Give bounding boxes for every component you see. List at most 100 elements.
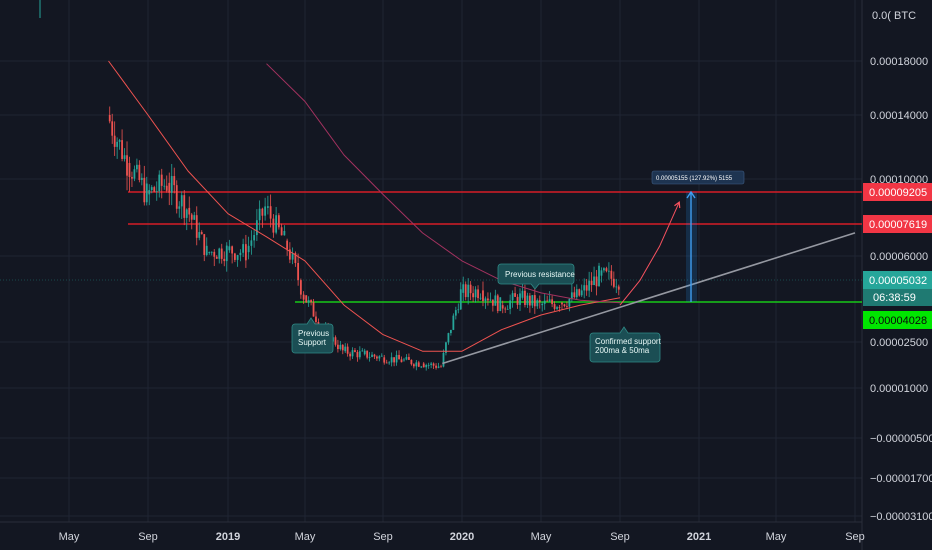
candle-body bbox=[373, 354, 376, 357]
candle-body bbox=[203, 234, 206, 255]
candle-body bbox=[198, 232, 201, 238]
candle-body bbox=[266, 206, 269, 208]
candle-body bbox=[349, 353, 351, 357]
candle-body bbox=[163, 185, 166, 187]
time-tick-label: May bbox=[59, 531, 80, 543]
candle-body bbox=[553, 304, 556, 309]
candle-body bbox=[593, 276, 595, 286]
candle-body bbox=[341, 344, 344, 351]
price-tick-label: 0.00002500 bbox=[870, 337, 928, 349]
price-tick-label: 0.00014000 bbox=[870, 110, 928, 122]
candle-body bbox=[528, 295, 531, 306]
candle-body bbox=[233, 253, 236, 260]
time-axis-pane[interactable] bbox=[0, 522, 862, 550]
candle-body bbox=[415, 362, 418, 367]
time-axis-ticks: May Sep 2019 May Sep 2020 May Sep 2021 May Sep bbox=[59, 531, 865, 543]
candle-body bbox=[126, 155, 128, 176]
candle-body bbox=[286, 240, 289, 250]
candle-body bbox=[210, 251, 213, 253]
candle-body bbox=[432, 363, 435, 366]
candle-body bbox=[356, 351, 359, 358]
candle-body bbox=[598, 265, 600, 287]
candle-body bbox=[128, 163, 131, 178]
price-label-second-resistance-text: 0.00007619 bbox=[869, 219, 927, 231]
candle-body bbox=[546, 300, 549, 302]
annotation-confirmed-support-text: Confirmed support 200ma & 50ma bbox=[595, 337, 663, 355]
price-label-top-resistance[interactable]: 0.00009205 bbox=[863, 183, 932, 201]
projection-curve[interactable] bbox=[619, 201, 680, 306]
candle-body bbox=[595, 276, 598, 287]
candle-body bbox=[479, 297, 482, 299]
candle-body bbox=[573, 292, 576, 298]
annotation-previous-support-text: Previous Support bbox=[298, 329, 331, 347]
time-tick-label: Sep bbox=[373, 531, 393, 543]
candle-body bbox=[575, 289, 578, 298]
candle-body bbox=[361, 350, 364, 352]
candle-body bbox=[380, 355, 383, 357]
annotation-previous-support[interactable]: Previous Support bbox=[291, 317, 334, 354]
measure-label-box bbox=[651, 170, 745, 185]
candle-body bbox=[588, 280, 591, 291]
candle-body bbox=[168, 182, 171, 193]
candle-body bbox=[302, 294, 305, 300]
candle-body bbox=[607, 270, 610, 272]
candle-body bbox=[570, 292, 573, 299]
candle-body bbox=[344, 346, 347, 352]
candle-body bbox=[612, 278, 615, 287]
trendline[interactable] bbox=[442, 232, 856, 365]
candle-body bbox=[408, 357, 410, 360]
candle-body bbox=[247, 245, 250, 253]
candle-body bbox=[600, 270, 603, 276]
price-label-second-resistance[interactable]: 0.00007619 bbox=[863, 215, 932, 233]
candle-body bbox=[489, 299, 492, 301]
candle-body bbox=[175, 185, 178, 209]
price-tick-label: 0.00001000 bbox=[870, 383, 928, 395]
candle-body bbox=[121, 140, 123, 159]
candle-body bbox=[558, 307, 561, 309]
candle-body bbox=[291, 253, 294, 260]
time-tick-label: Sep bbox=[610, 531, 630, 543]
price-label-last[interactable]: 0.00005032 06:38:59 bbox=[863, 271, 932, 306]
candle-body bbox=[275, 215, 278, 233]
candle-body bbox=[220, 248, 223, 259]
candle-body bbox=[283, 230, 286, 236]
candle-body bbox=[556, 307, 558, 309]
moving-average-line[interactable] bbox=[108, 60, 621, 352]
candle-body bbox=[310, 300, 312, 303]
candle-body bbox=[430, 363, 433, 365]
price-tick-label: −0.00001700 bbox=[870, 473, 932, 485]
candle-body bbox=[445, 342, 447, 353]
chart-pane[interactable] bbox=[0, 0, 862, 522]
candle-body bbox=[447, 333, 450, 343]
candle-body bbox=[288, 249, 291, 260]
annotation-confirmed-support[interactable]: Confirmed support 200ma & 50ma bbox=[589, 326, 663, 363]
candle-body bbox=[400, 359, 403, 363]
candle-body bbox=[253, 235, 256, 241]
candle-body bbox=[603, 268, 605, 271]
candle-body bbox=[509, 300, 512, 309]
candle-body bbox=[605, 268, 608, 272]
moving-average-line[interactable] bbox=[266, 63, 621, 304]
candle-body bbox=[269, 206, 272, 219]
candle-body bbox=[208, 252, 211, 253]
candle-body bbox=[585, 285, 588, 291]
candle-body bbox=[477, 289, 479, 299]
candle-body bbox=[484, 298, 487, 302]
annotation-previous-resistance-text: Previous resistance bbox=[505, 270, 575, 279]
candle-body bbox=[462, 284, 465, 293]
candle-body bbox=[551, 299, 554, 305]
candle-body bbox=[135, 164, 138, 170]
annotation-previous-resistance[interactable]: Previous resistance bbox=[497, 263, 575, 290]
price-label-support[interactable]: 0.00004028 bbox=[863, 311, 932, 329]
candle-body bbox=[138, 164, 141, 180]
candle-body bbox=[472, 293, 475, 298]
candle-body bbox=[454, 310, 457, 316]
candle-body bbox=[533, 295, 536, 307]
candle-body bbox=[244, 244, 247, 261]
candle-body bbox=[368, 356, 371, 358]
candle-body bbox=[388, 362, 391, 364]
candle-body bbox=[580, 290, 583, 296]
candle-body bbox=[469, 284, 472, 294]
measurement-tool[interactable]: 0.00005155 (127.92%) 5155 bbox=[651, 170, 745, 302]
